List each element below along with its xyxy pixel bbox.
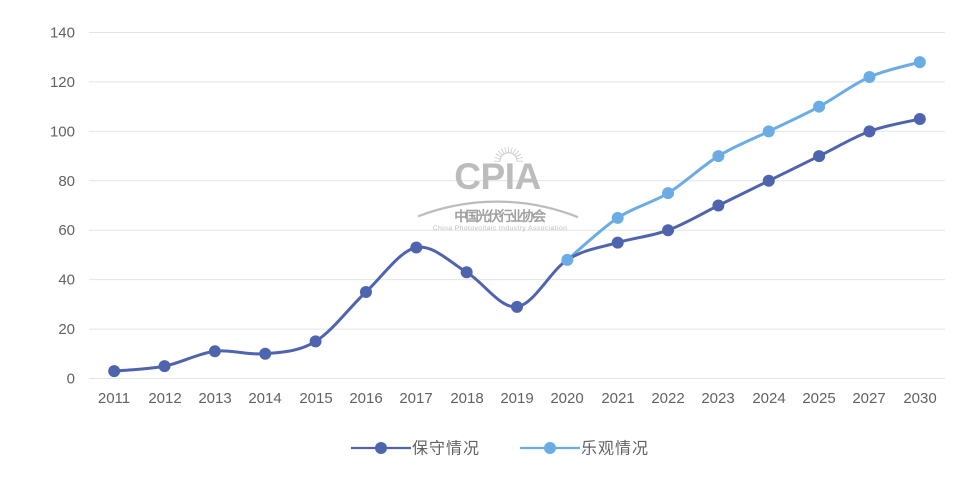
svg-text:2027: 2027 [852, 390, 885, 407]
svg-text:2018: 2018 [450, 390, 483, 407]
svg-text:保守情况: 保守情况 [412, 440, 480, 458]
svg-text:2023: 2023 [701, 390, 734, 407]
svg-text:2022: 2022 [651, 390, 684, 407]
svg-text:0: 0 [67, 371, 75, 388]
svg-text:2024: 2024 [752, 390, 785, 407]
svg-text:2030: 2030 [903, 390, 936, 407]
svg-text:2015: 2015 [299, 390, 332, 407]
svg-text:100: 100 [50, 123, 75, 140]
svg-text:60: 60 [58, 222, 75, 239]
svg-text:2014: 2014 [248, 390, 281, 407]
svg-text:2016: 2016 [349, 390, 382, 407]
svg-text:2021: 2021 [601, 390, 634, 407]
svg-text:2013: 2013 [198, 390, 231, 407]
svg-text:2025: 2025 [802, 390, 835, 407]
svg-text:140: 140 [50, 25, 75, 42]
svg-text:20: 20 [58, 321, 75, 338]
svg-text:乐观情况: 乐观情况 [581, 440, 649, 458]
svg-text:2011: 2011 [98, 390, 130, 407]
svg-text:2017: 2017 [399, 390, 432, 407]
svg-text:80: 80 [58, 173, 75, 190]
svg-text:2020: 2020 [550, 390, 583, 407]
svg-text:2019: 2019 [500, 390, 533, 407]
svg-text:40: 40 [58, 272, 75, 289]
svg-text:2012: 2012 [148, 390, 181, 407]
svg-text:120: 120 [50, 74, 75, 91]
